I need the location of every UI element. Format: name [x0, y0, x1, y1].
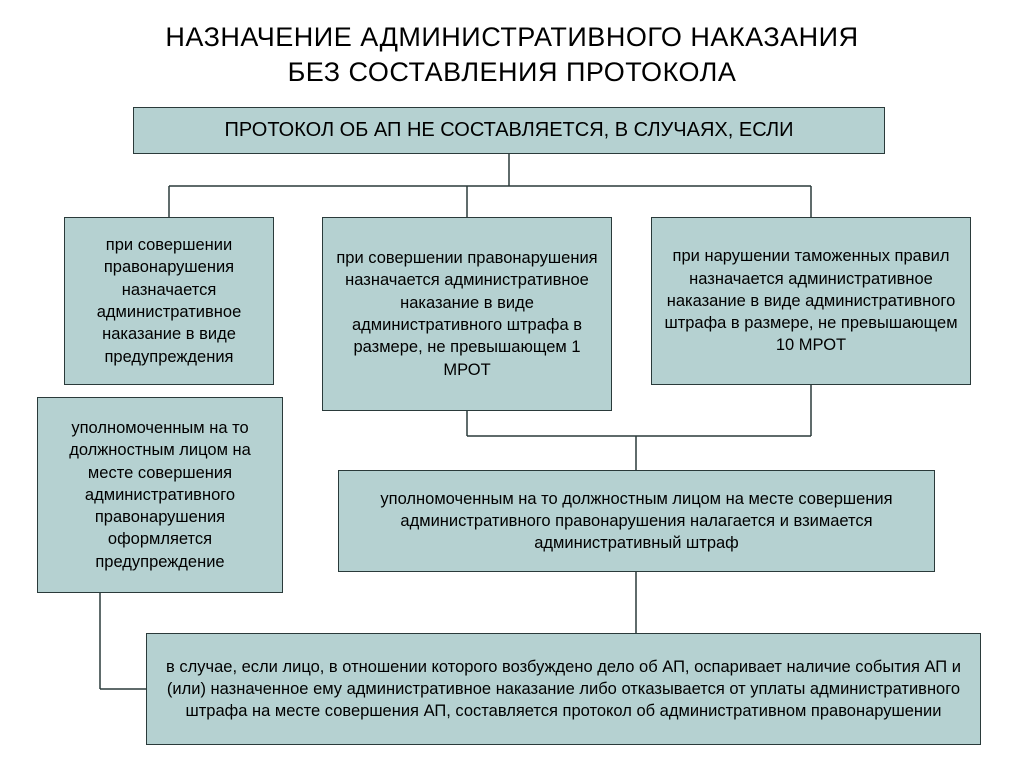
title-line-2: БЕЗ СОСТАВЛЕНИЯ ПРОТОКОЛА — [288, 57, 737, 87]
node-branch-1: при совершении правонарушения назначаетс… — [64, 217, 274, 385]
node-branch-2-text: при совершении правонарушения назначаетс… — [335, 247, 599, 381]
node-final-text: в случае, если лицо, в отношении которог… — [159, 656, 968, 723]
node-root-text: ПРОТОКОЛ ОБ АП НЕ СОСТАВЛЯЕТСЯ, В СЛУЧАЯ… — [225, 117, 794, 144]
node-branch-3-text: при нарушении таможенных правил назначае… — [664, 245, 958, 356]
title-line-1: НАЗНАЧЕНИЕ АДМИНИСТРАТИВНОГО НАКАЗАНИЯ — [165, 22, 858, 52]
node-leaf-1: уполномоченным на то должностным лицом н… — [37, 397, 283, 593]
node-branch-3: при нарушении таможенных правил назначае… — [651, 217, 971, 385]
node-leaf-1-text: уполномоченным на то должностным лицом н… — [50, 417, 270, 573]
node-branch-2: при совершении правонарушения назначаетс… — [322, 217, 612, 411]
node-leaf-2: уполномоченным на то должностным лицом н… — [338, 470, 935, 572]
node-branch-1-text: при совершении правонарушения назначаетс… — [77, 234, 261, 368]
node-root: ПРОТОКОЛ ОБ АП НЕ СОСТАВЛЯЕТСЯ, В СЛУЧАЯ… — [133, 107, 885, 154]
node-leaf-2-text: уполномоченным на то должностным лицом н… — [351, 488, 922, 555]
node-final: в случае, если лицо, в отношении которог… — [146, 633, 981, 745]
diagram-title: НАЗНАЧЕНИЕ АДМИНИСТРАТИВНОГО НАКАЗАНИЯ Б… — [0, 0, 1024, 90]
